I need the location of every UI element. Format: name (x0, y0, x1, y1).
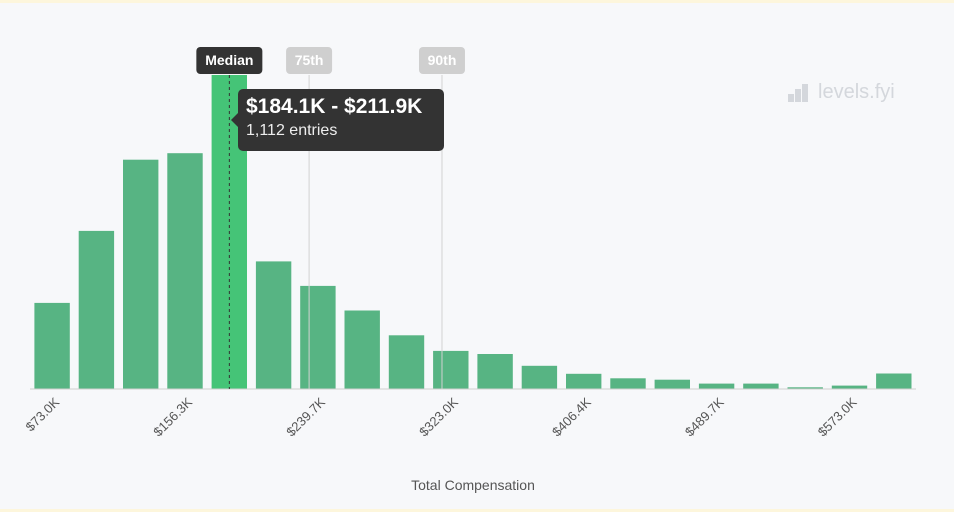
levels-logo-icon (788, 83, 808, 102)
histogram-bar (477, 354, 513, 389)
x-tick-label: $323.0K (416, 394, 461, 439)
percentile-badge (286, 47, 333, 74)
histogram-bar (610, 378, 646, 389)
percentile-label: 90th (428, 52, 457, 68)
bar-tooltip: $184.1K - $211.9K 1,112 entries (231, 89, 444, 151)
compensation-histogram: $73.0K $156.3K $239.7K $323.0K $406.4K $489.7… (23, 47, 916, 439)
histogram-bar (34, 302, 70, 389)
x-axis-label: Total Compensation (411, 477, 535, 493)
histogram-bar (566, 373, 602, 389)
x-tick-label: $489.7K (682, 394, 727, 439)
chart-card: $73.0K $156.3K $239.7K $323.0K $406.4K $489.7… (0, 3, 954, 509)
histogram-bar (300, 285, 336, 389)
histogram-bar (78, 230, 115, 389)
watermark-text: levels.fyi (818, 81, 895, 103)
watermark: levels.fyi (786, 81, 895, 104)
x-tick-label: $406.4K (549, 394, 594, 439)
histogram-bar (831, 385, 868, 389)
tooltip-count: 1,112 entries (246, 122, 338, 139)
tooltip-range: $184.1K - $211.9K (246, 95, 423, 118)
histogram-bar (344, 310, 380, 389)
x-tick-label: $156.3K (150, 394, 195, 439)
percentile-badge (418, 47, 465, 74)
histogram-bar (167, 153, 203, 389)
histogram-bar (743, 383, 779, 389)
x-tick-label: $239.7K (283, 394, 328, 439)
percentile-label: Median (205, 52, 253, 68)
histogram-bar (698, 383, 735, 389)
x-tick-label: $73.0K (23, 394, 63, 434)
histogram-bar (388, 335, 425, 389)
histogram-bar (654, 379, 690, 389)
percentile-badge (196, 47, 263, 74)
histogram-bar (123, 159, 159, 389)
x-tick-label: $573.0K (815, 394, 860, 439)
histogram-bar (876, 373, 912, 389)
percentile-label: 75th (295, 52, 324, 68)
histogram-bar (255, 261, 292, 389)
histogram-bar (433, 350, 469, 389)
histogram-bar (521, 365, 558, 389)
histogram-bar (787, 387, 823, 389)
